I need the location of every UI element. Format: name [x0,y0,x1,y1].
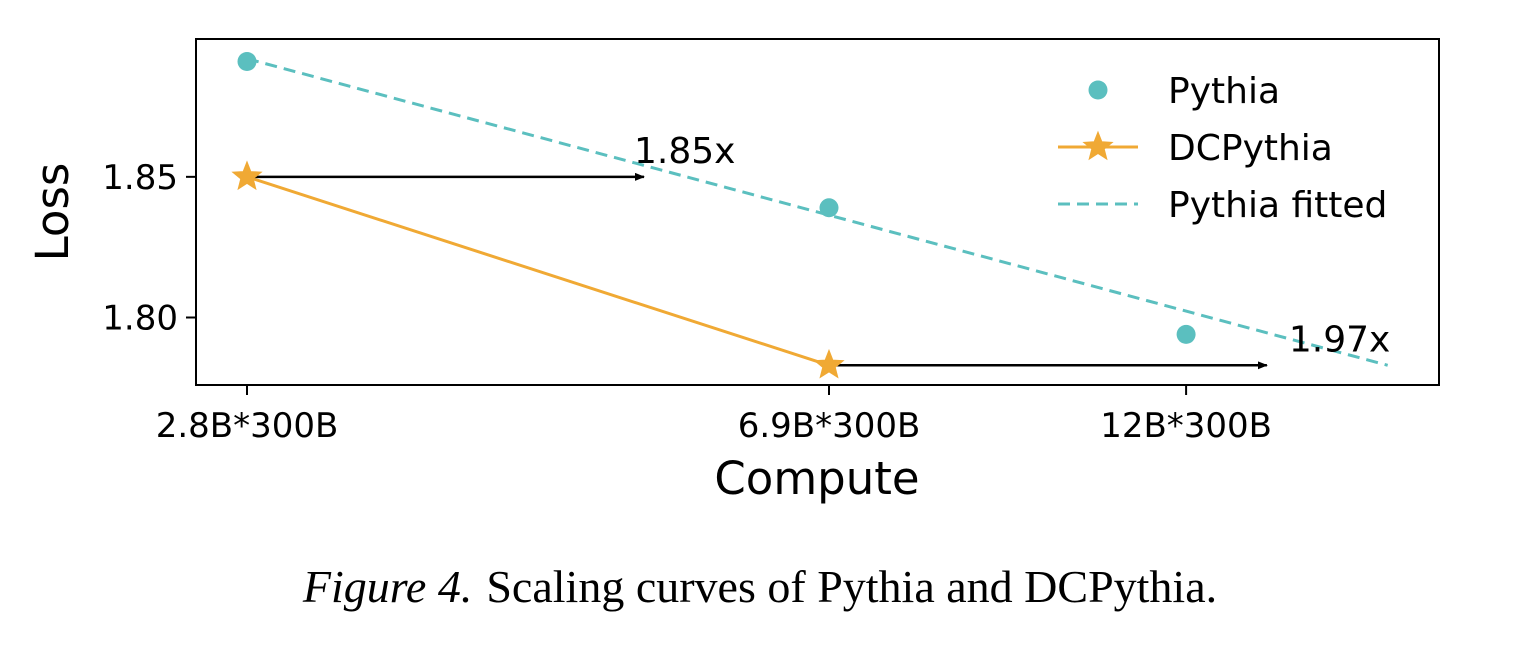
series-line-dcpythia [246,175,830,367]
dcpythia-star-point [231,160,263,191]
pythia-point [237,52,257,72]
annotation-label: 1.97x [1289,319,1390,360]
legend-label: DCPythia [1168,128,1333,169]
y-tick-label: 1.85 [102,158,178,198]
legend-label: Pythia fitted [1168,185,1387,226]
x-tick-label: 2.8B*300B [156,406,339,446]
figure-caption: Figure 4. Scaling curves of Pythia and DC… [0,560,1520,613]
scaling-chart: 2.8B*300B 6.9B*300B 12B*300B 1.85 1.80 1.85x 1… [26,38,1440,505]
y-axis-label: Loss [26,163,79,262]
legend-marker-pythia [1088,80,1108,100]
caption-text: Scaling curves of Pythia and DCPythia. [486,561,1218,612]
legend-label: Pythia [1168,71,1280,112]
annotation-label: 1.85x [634,131,735,172]
x-tick-label: 12B*300B [1100,406,1272,446]
y-tick-label: 1.80 [102,298,178,338]
legend: Pythia DCPythia Pythia fitted [1058,71,1387,226]
pythia-point [819,198,839,218]
x-axis-label: Compute [714,452,919,505]
legend-marker-dcpythia [1082,130,1114,161]
pythia-point [1176,324,1196,344]
x-tick-label: 6.9B*300B [738,406,921,446]
plot-frame [195,38,1440,386]
dcpythia-star-point [813,348,845,379]
series-line-pythia-fitted [246,57,1389,367]
figure-label: Figure 4. [302,561,473,612]
